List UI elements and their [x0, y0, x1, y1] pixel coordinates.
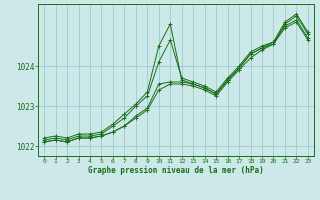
- X-axis label: Graphe pression niveau de la mer (hPa): Graphe pression niveau de la mer (hPa): [88, 166, 264, 175]
